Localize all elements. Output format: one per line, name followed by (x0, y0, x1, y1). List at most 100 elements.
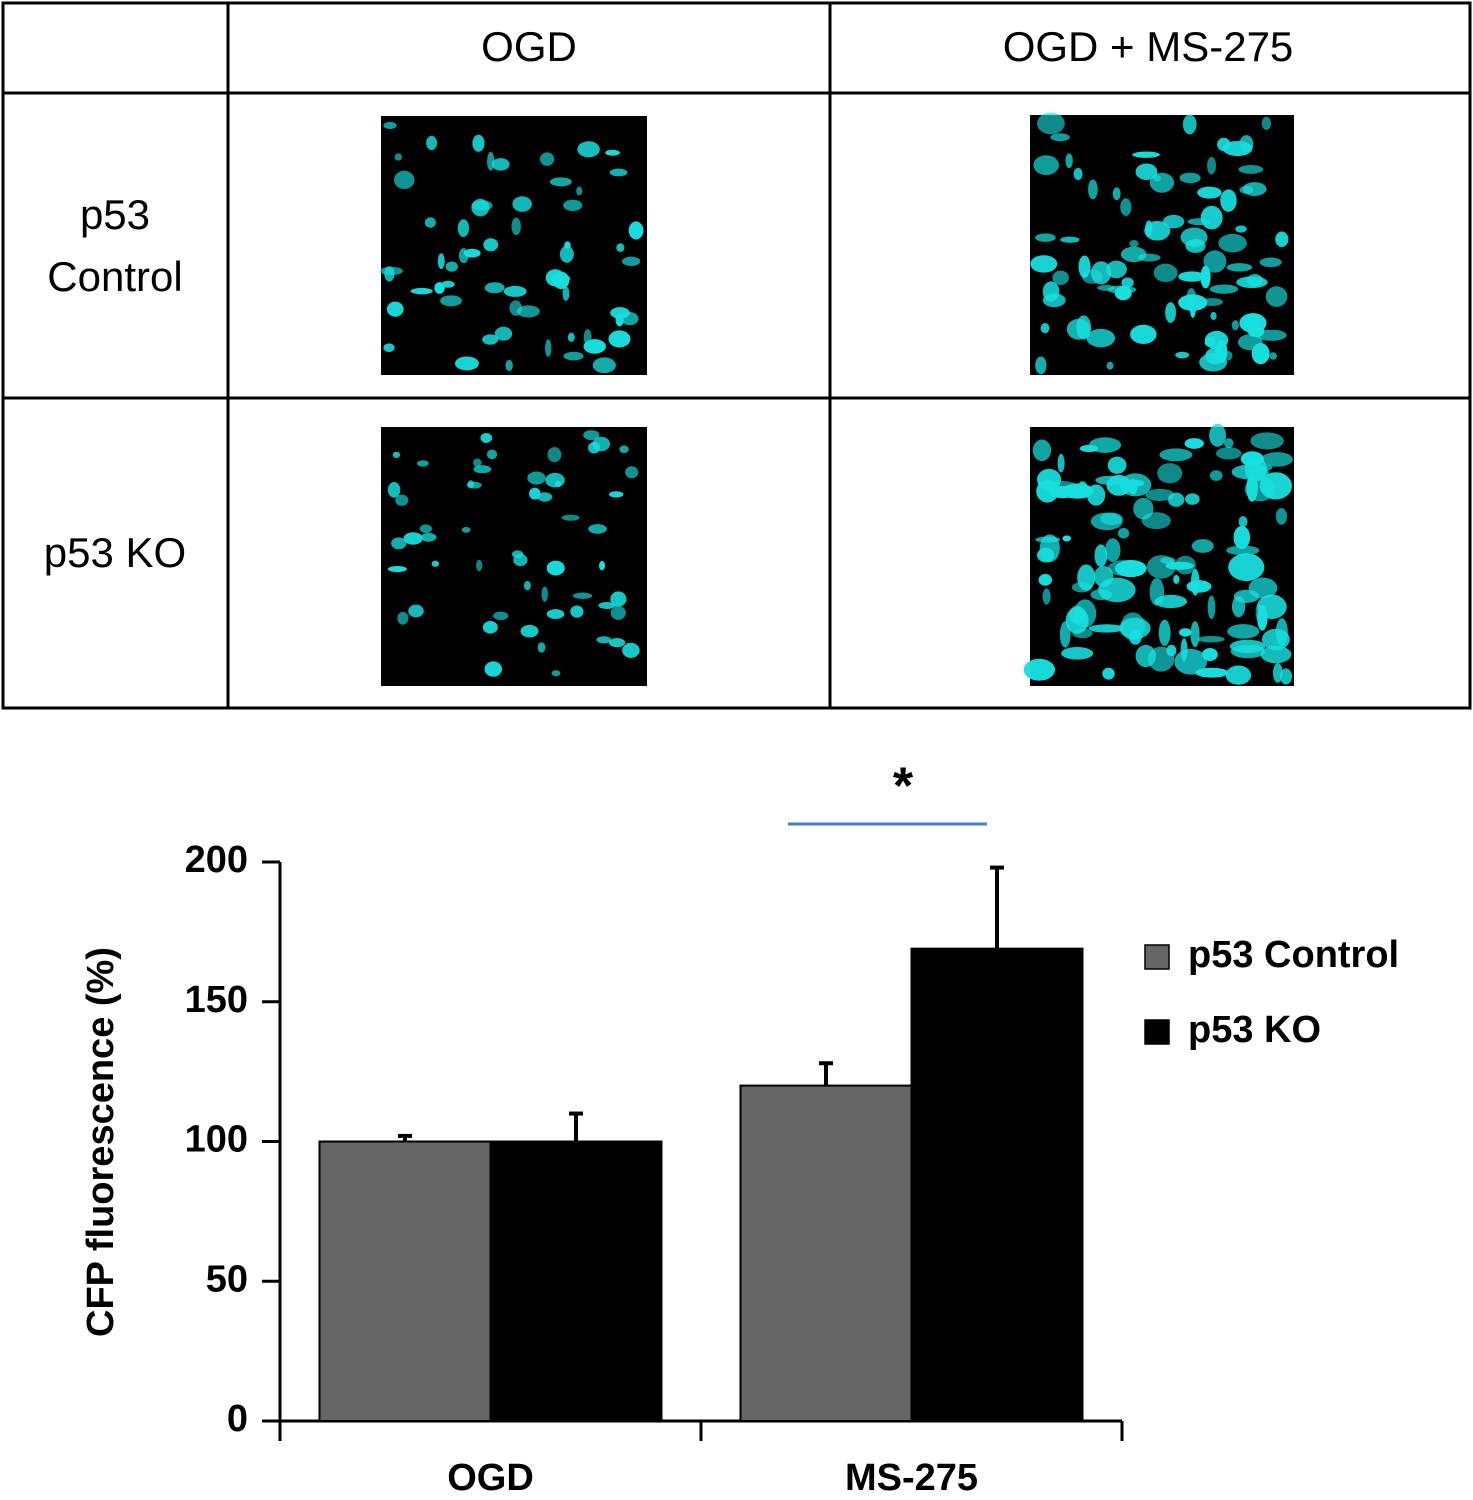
fluorescent-spot (622, 256, 641, 267)
fluorescent-spot (608, 330, 631, 348)
fluorescent-spot (1038, 574, 1053, 586)
fluorescent-spot (1215, 339, 1228, 364)
fluorescent-spot (1107, 456, 1127, 474)
fluorescent-spot (1057, 453, 1065, 473)
fluorescent-spot (1117, 528, 1130, 539)
fluorescent-spot (1236, 276, 1268, 289)
fluorescent-spot (577, 141, 600, 158)
fluorescent-spot (1226, 545, 1260, 556)
fluorescent-spot (1184, 438, 1204, 449)
fluorescent-spot (395, 494, 409, 506)
fluorescent-spot (1272, 662, 1283, 683)
fluorescent-spot (561, 514, 580, 521)
fluorescent-spot (484, 282, 505, 294)
fluorescent-spot (505, 359, 513, 372)
fluorescent-spot (1209, 284, 1239, 294)
fluorescent-spot (1065, 607, 1089, 634)
fluorescent-spot (503, 285, 527, 297)
fluorescent-spot (1279, 668, 1293, 685)
fluorescent-spot (567, 332, 575, 343)
fluorescent-spot (440, 295, 462, 307)
fluorescent-spot (539, 152, 555, 166)
fluorescent-spot (541, 586, 548, 602)
fluorescent-spot (625, 466, 639, 479)
fluorescent-spot (1077, 481, 1088, 496)
fluorescent-spot (598, 601, 615, 609)
fluorescent-spot (545, 339, 552, 357)
fluorescent-spot (563, 199, 583, 212)
fluorescent-spot (1119, 617, 1151, 640)
fluorescent-spot (527, 471, 546, 485)
bar (910, 947, 1084, 1423)
fluorescent-spot (1162, 214, 1185, 229)
fluorescent-spot (610, 591, 627, 607)
fluorescent-spot (1220, 189, 1237, 212)
fluorescent-spot (516, 305, 540, 318)
fluorescent-spot (482, 334, 499, 345)
fluorescent-spot (551, 670, 561, 677)
fluorescent-spot (1225, 665, 1252, 685)
fluorescent-spot (1157, 463, 1183, 484)
fluorescent-spot (1137, 253, 1161, 262)
fluorescent-spot (1158, 619, 1171, 646)
fluorescent-spot (546, 560, 565, 576)
fluorescent-spot (619, 445, 629, 454)
fluorescent-spot (1260, 645, 1292, 664)
row-label-box: p53 KO (44, 529, 186, 576)
fluorescent-spot (513, 553, 528, 567)
fluorescent-spot (484, 661, 503, 677)
fluorescent-spot (1043, 481, 1081, 496)
row-label-box: p53 Control (47, 191, 182, 300)
fluorescent-spot (1133, 497, 1154, 520)
fluorescent-spot (512, 196, 532, 212)
fluorescent-spot (1061, 647, 1094, 660)
fluorescent-spot (1235, 225, 1247, 233)
fluorescent-spot (493, 611, 509, 621)
fluorescent-spot (491, 158, 510, 171)
fluorescent-spot (379, 266, 403, 276)
fluorescent-spot (392, 451, 401, 459)
fluorescent-spot (628, 221, 644, 240)
y-axis-label: CFP fluorescence (%) (80, 947, 122, 1337)
fluorescent-spot (1229, 639, 1266, 654)
fluorescent-spot (1065, 153, 1073, 169)
fluorescent-spot (559, 245, 574, 263)
fluorescent-spot (547, 447, 562, 463)
fluorescent-spot (537, 492, 553, 502)
fluorescent-spot (1098, 577, 1136, 603)
y-tick-label: 100 (185, 1119, 248, 1161)
fluorescent-spot (537, 642, 546, 653)
fluorescent-spot (1035, 233, 1056, 242)
fluorescent-spot (1259, 472, 1293, 500)
fluorescent-spot (570, 605, 584, 618)
fluorescent-spot (1185, 239, 1206, 253)
y-tick-label: 50 (206, 1258, 248, 1300)
fluorescent-spot (1246, 474, 1258, 502)
fluorescent-spot (545, 269, 565, 287)
fluorescent-spot (609, 491, 624, 498)
fluorescent-spot (616, 243, 625, 252)
fluorescent-spot (1095, 475, 1125, 485)
fluorescent-spot (1042, 588, 1051, 605)
fluorescent-spot (417, 460, 429, 467)
fluorescent-spot (1088, 624, 1125, 633)
fluorescent-spot (1191, 539, 1214, 553)
fluorescent-spot (1231, 320, 1239, 331)
fluorescent-spot (1165, 302, 1176, 323)
fluorescent-spot (563, 351, 584, 361)
fluorescent-spot (454, 356, 479, 371)
fluorescent-spot (529, 487, 541, 500)
fluorescent-spot (1100, 512, 1123, 526)
fluorescent-spot (1149, 172, 1175, 193)
fluorescent-spot (1251, 343, 1270, 365)
fluorescent-spot (511, 217, 521, 236)
column-header: OGD + MS-275 (1003, 23, 1294, 70)
fluorescent-spot (431, 560, 440, 567)
fluorescent-spot (387, 565, 407, 573)
fluorescent-spot (1190, 568, 1200, 596)
micrograph (381, 116, 647, 375)
fluorescent-spot (397, 611, 409, 625)
fluorescent-spot (609, 168, 628, 177)
fluorescent-spot (457, 219, 470, 238)
fluorescent-spot (420, 532, 437, 542)
